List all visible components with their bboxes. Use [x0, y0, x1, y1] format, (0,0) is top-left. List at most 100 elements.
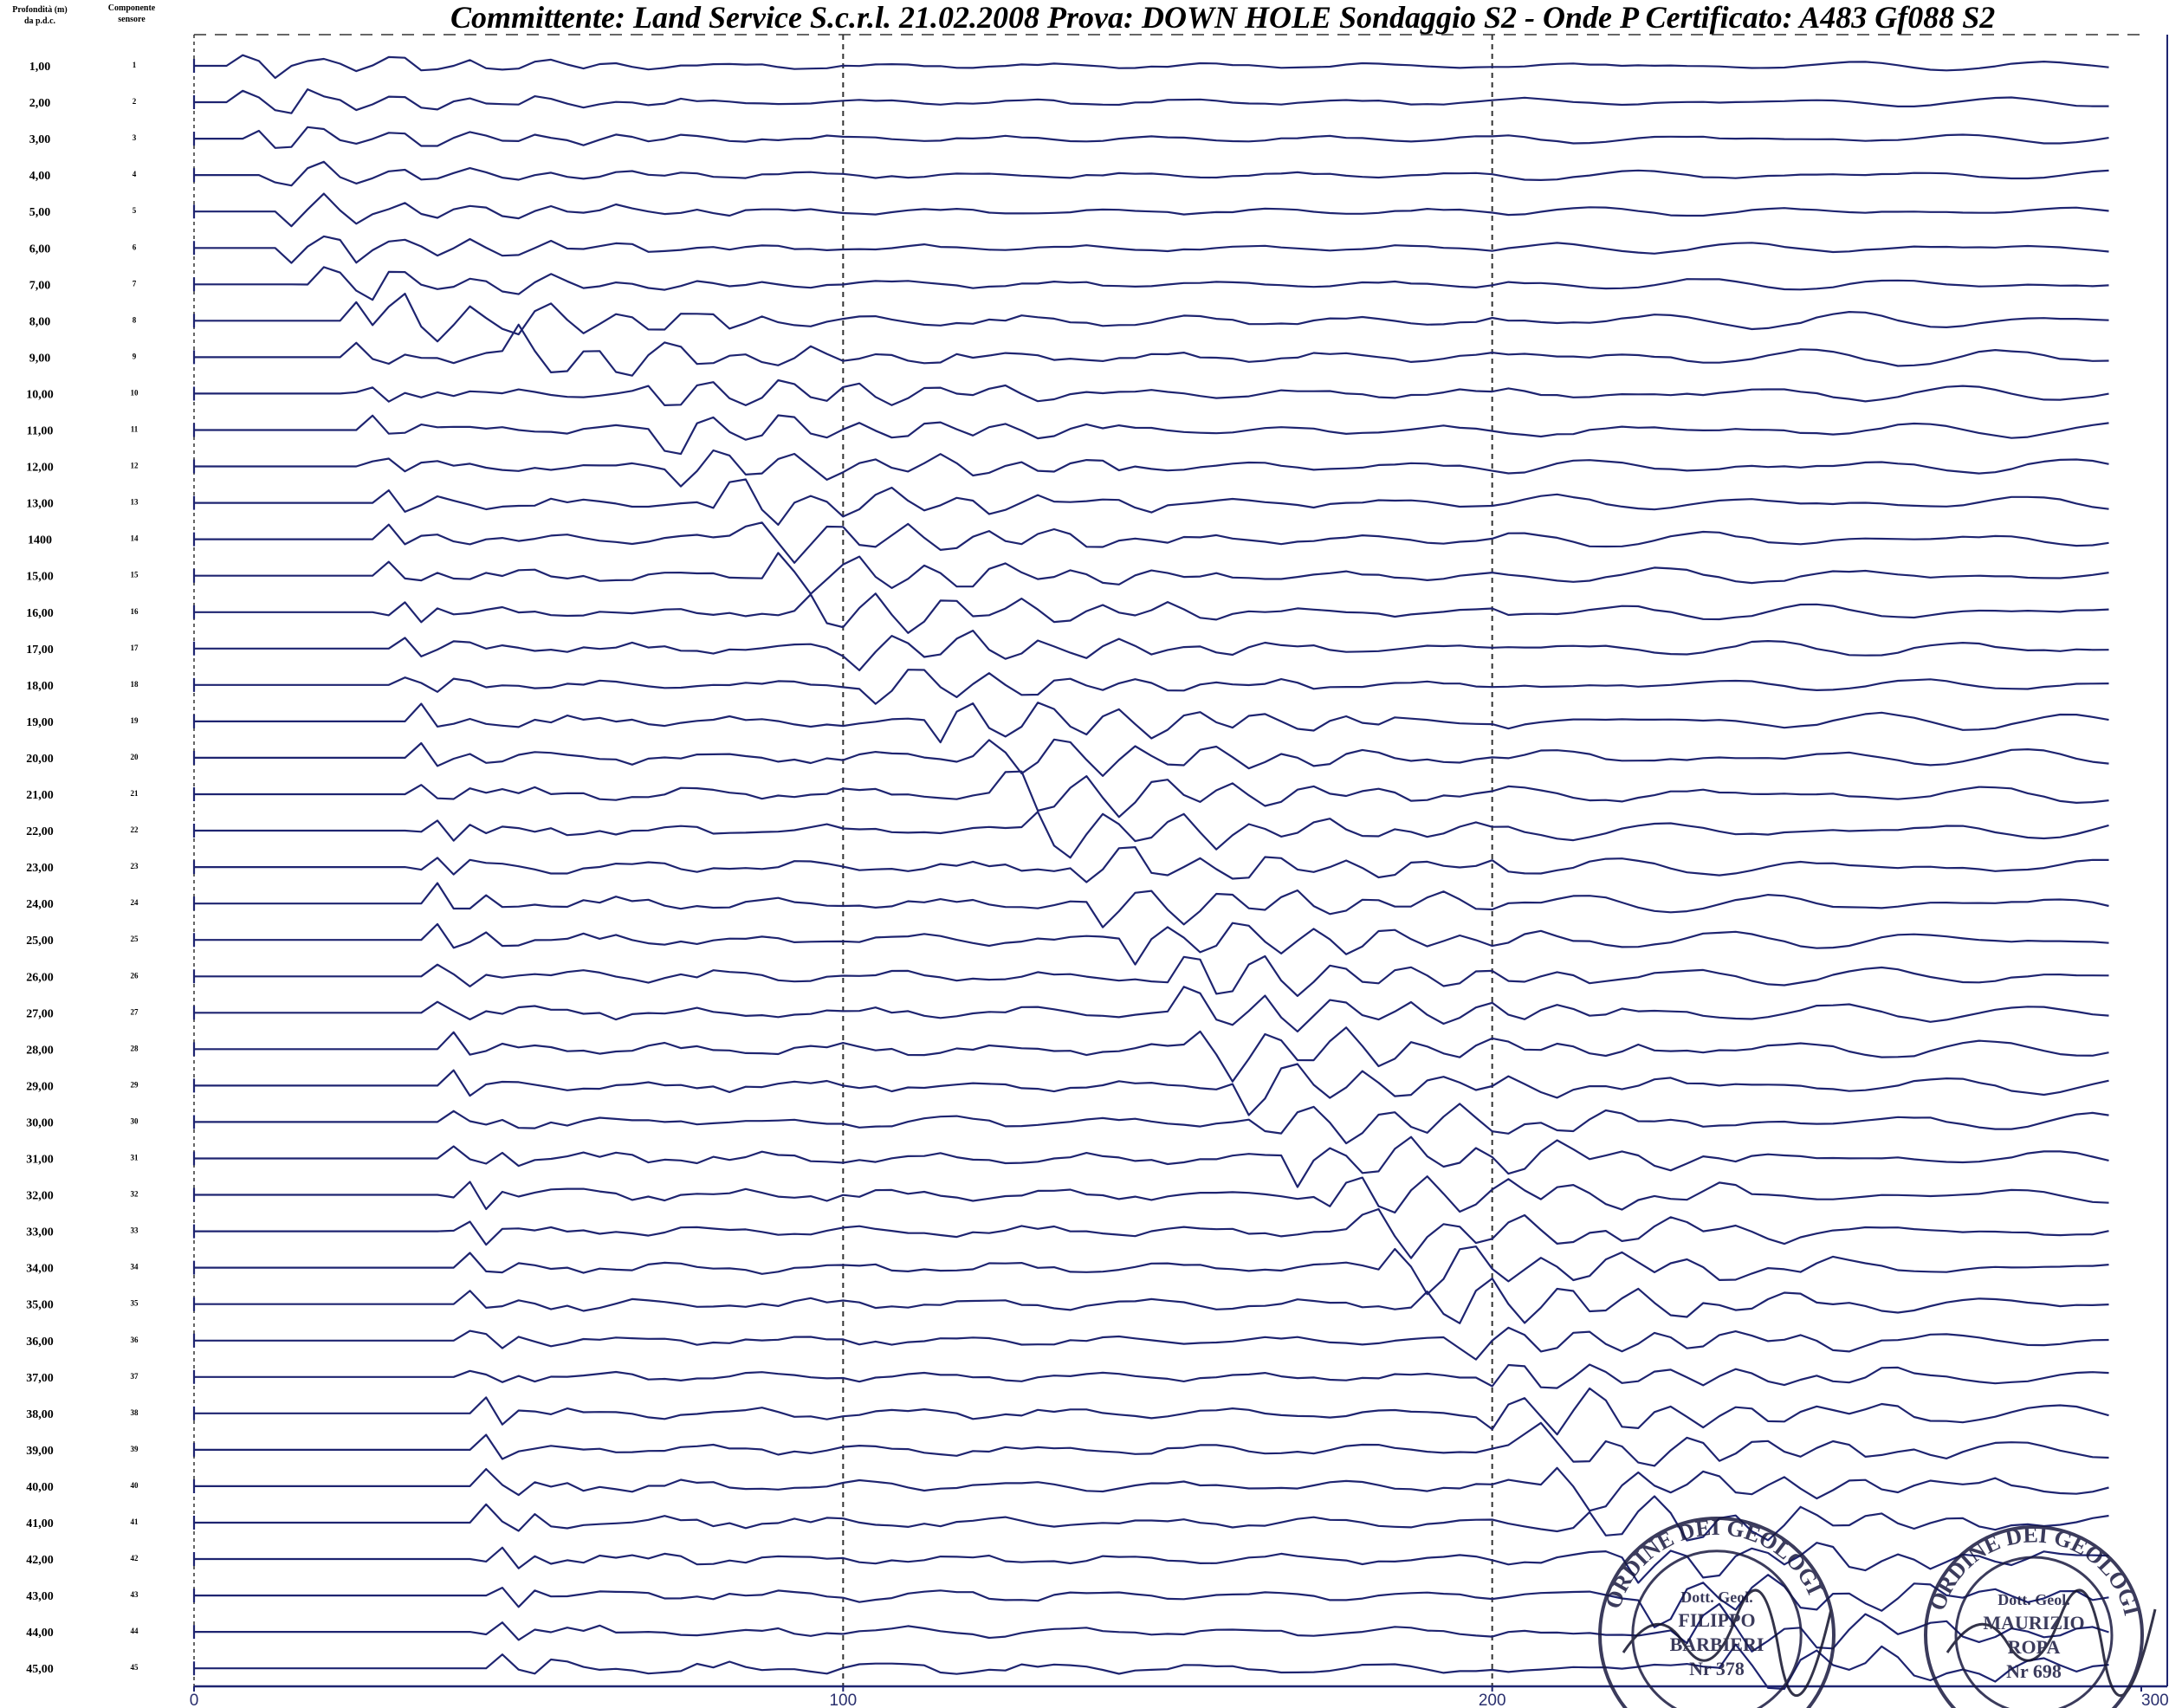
sensor-label: 35	[131, 1299, 139, 1308]
label-layer: 1,00 12,00 23,00 34,00 45,00 56,00 67,00 78,00 8…	[26, 61, 139, 1676]
depth-label: 41,00	[26, 1517, 54, 1530]
depth-label: 9,00	[29, 352, 51, 365]
trace-40	[192, 1466, 2109, 1512]
sensor-label: 1	[133, 61, 137, 69]
trace-10	[192, 378, 2109, 406]
trace-4	[192, 160, 2109, 187]
sensor-label: 9	[133, 352, 137, 360]
trace-38	[192, 1387, 2109, 1436]
sensor-label: 28	[131, 1044, 139, 1052]
sensor-label: 21	[131, 789, 139, 798]
trace-44	[192, 1602, 2109, 1653]
sensor-label: 39	[131, 1445, 139, 1453]
sensor-header-line2: sensore	[118, 15, 146, 24]
depth-label: 12,00	[26, 462, 54, 475]
depth-label: 7,00	[29, 279, 51, 292]
depth-label: 1400	[28, 534, 52, 547]
trace-6	[192, 235, 2109, 264]
sensor-label: 33	[131, 1226, 139, 1235]
trace-41	[192, 1495, 2109, 1542]
trace-16	[192, 592, 2109, 634]
trace-13	[192, 478, 2109, 526]
sensor-label: 7	[133, 279, 137, 288]
x-tick-label: 200	[1479, 1692, 1506, 1708]
trace-8	[192, 293, 2109, 343]
sensor-label: 41	[131, 1517, 139, 1526]
trace-22	[192, 811, 2109, 859]
sensor-label: 12	[131, 462, 139, 470]
depth-label: 11,00	[27, 425, 54, 438]
trace-20	[192, 738, 2109, 777]
sensor-label: 45	[131, 1663, 139, 1672]
trace-12	[192, 449, 2109, 488]
depth-label: 39,00	[26, 1445, 54, 1458]
depth-label: 13,00	[26, 498, 54, 511]
trace-39	[192, 1421, 2109, 1467]
depth-label: 43,00	[26, 1590, 54, 1603]
depth-label: 31,00	[26, 1154, 54, 1167]
depth-label: 42,00	[26, 1554, 54, 1567]
sensor-label: 24	[131, 898, 139, 907]
trace-11	[192, 414, 2109, 456]
sensor-label: 37	[131, 1372, 139, 1381]
trace-26	[192, 954, 2109, 997]
seal-line: FILIPPO	[1678, 1609, 1755, 1631]
sensor-header-line1: Componente	[107, 3, 156, 13]
depth-label: 6,00	[29, 243, 51, 256]
depth-label: 24,00	[26, 898, 54, 911]
trace-24	[192, 882, 2109, 928]
depth-label: 28,00	[26, 1044, 54, 1057]
trace-35	[192, 1278, 2109, 1324]
depth-label: 21,00	[26, 789, 54, 802]
depth-label: 8,00	[29, 315, 51, 328]
seal-line: Nr 378	[1689, 1658, 1745, 1679]
sensor-label: 4	[133, 170, 137, 178]
sensor-label: 27	[131, 1007, 139, 1016]
trace-layer	[192, 54, 2109, 1691]
trace-36	[192, 1326, 2109, 1361]
sensor-label: 23	[131, 862, 139, 870]
axis-layer: 0 100 200 300	[190, 1685, 2169, 1708]
trace-25	[192, 922, 2109, 966]
signature-scribble	[1622, 1588, 1833, 1698]
sensor-label: 14	[131, 534, 139, 543]
trace-45	[192, 1643, 2109, 1691]
depth-label: 26,00	[26, 971, 54, 984]
depth-label: 5,00	[29, 206, 51, 219]
trace-34	[192, 1245, 2109, 1296]
sensor-label: 20	[131, 753, 139, 761]
sensor-label: 42	[131, 1554, 139, 1562]
seal-line: Nr 698	[2006, 1660, 2062, 1682]
sensor-label: 25	[131, 935, 139, 943]
trace-5	[192, 192, 2109, 228]
trace-37	[192, 1363, 2109, 1389]
depth-label: 38,00	[26, 1408, 54, 1421]
sensor-label: 36	[131, 1336, 139, 1344]
trace-19	[192, 702, 2109, 744]
trace-21	[192, 770, 2109, 818]
trace-27	[192, 986, 2109, 1032]
sensor-label: 15	[131, 571, 139, 579]
trace-32	[192, 1175, 2109, 1214]
trace-28	[192, 1026, 2109, 1083]
trace-31	[192, 1135, 2109, 1188]
depth-label: 19,00	[26, 716, 54, 729]
trace-33	[192, 1207, 2109, 1259]
sensor-label: 30	[131, 1116, 139, 1125]
depth-label: 18,00	[26, 680, 54, 693]
sensor-label: 26	[131, 971, 139, 980]
depth-label: 15,00	[26, 571, 54, 584]
sensor-label: 6	[133, 243, 137, 251]
depth-label: 17,00	[26, 644, 54, 657]
depth-label: 10,00	[26, 388, 54, 401]
sensor-label: 2	[133, 97, 137, 106]
sensor-label: 32	[131, 1190, 139, 1199]
trace-30	[192, 1103, 2109, 1145]
depth-label: 32,00	[26, 1190, 54, 1203]
sensor-label: 40	[131, 1481, 139, 1490]
trace-18	[192, 669, 2109, 705]
depth-label: 16,00	[26, 607, 54, 620]
trace-42	[192, 1542, 2109, 1584]
